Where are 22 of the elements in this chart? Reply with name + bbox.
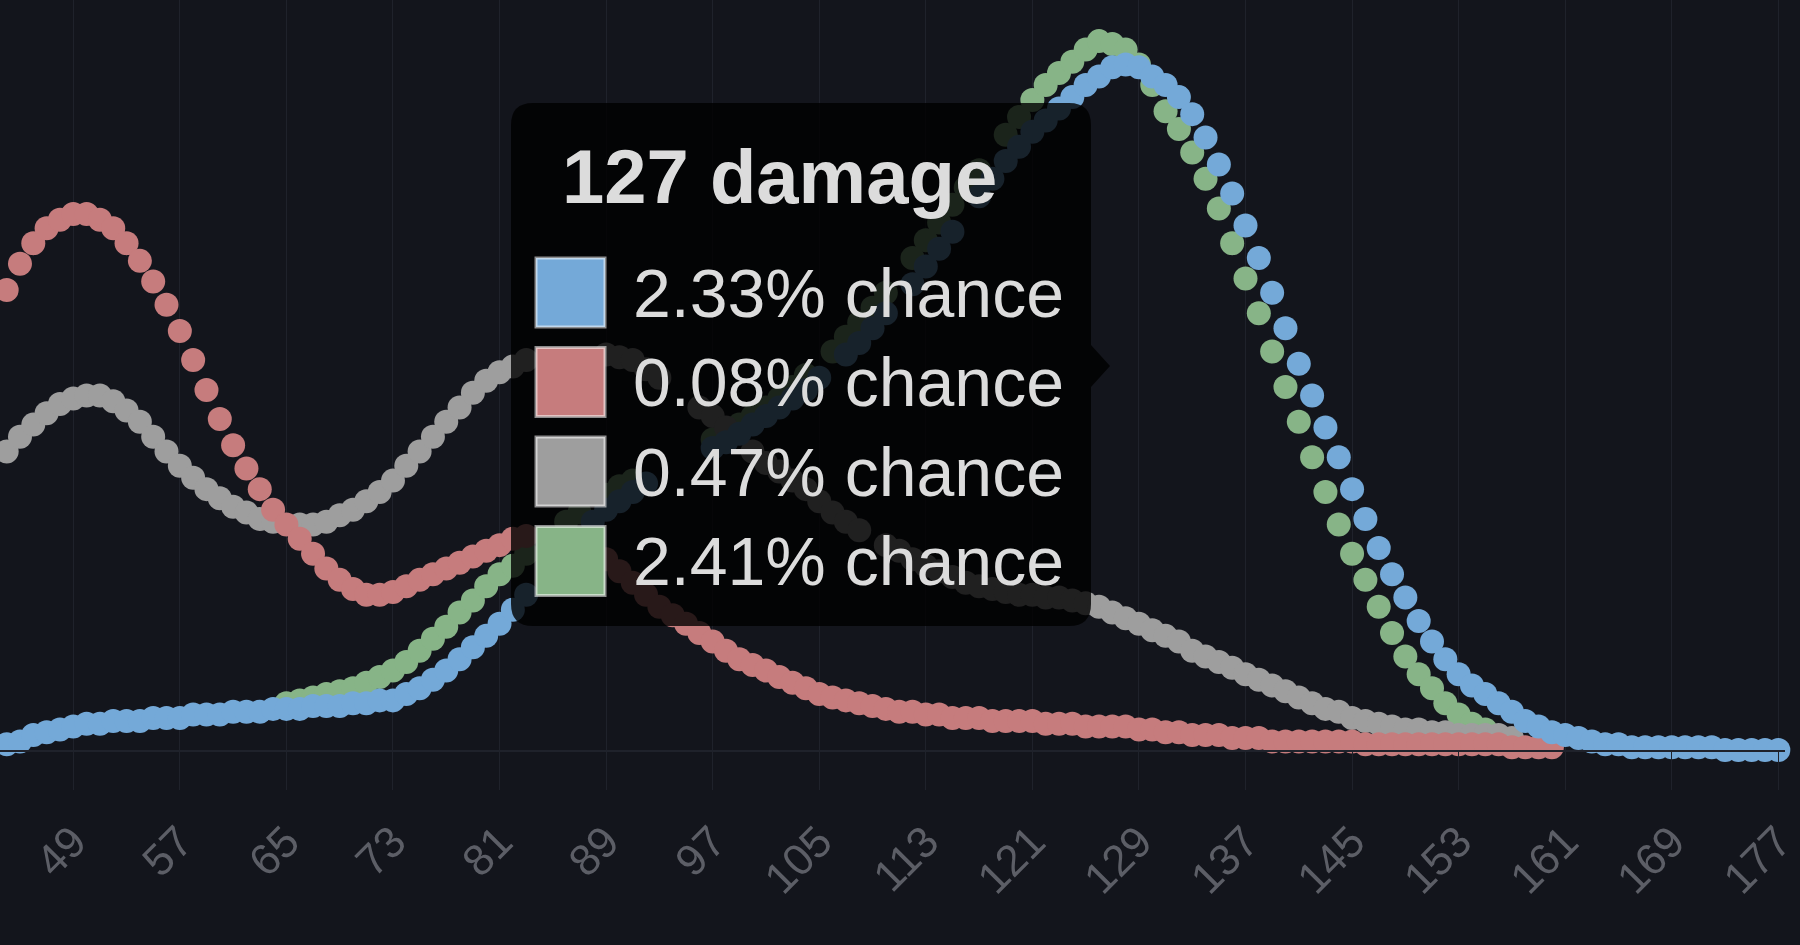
annotation: 0.47% chance bbox=[633, 434, 1064, 510]
x-tick-label: 89 bbox=[558, 816, 629, 886]
x-tick-label: 121 bbox=[967, 816, 1055, 903]
x-tick-label: 65 bbox=[239, 816, 309, 886]
x-tick-label: 97 bbox=[665, 816, 735, 886]
x-tick-label: 145 bbox=[1287, 816, 1374, 903]
x-tick-label: 73 bbox=[345, 816, 415, 886]
x-tick-label: 113 bbox=[863, 816, 948, 901]
x-tick-label: 57 bbox=[132, 816, 202, 886]
x-tick-label: 153 bbox=[1393, 816, 1481, 903]
x-tick-label: 129 bbox=[1074, 816, 1161, 903]
x-tick-label: 49 bbox=[25, 816, 96, 886]
x-tick-label: 137 bbox=[1180, 816, 1268, 903]
x-tick-label: 169 bbox=[1607, 816, 1694, 903]
x-tick-label: 177 bbox=[1713, 816, 1800, 903]
annotation: 0.08% chance bbox=[633, 344, 1064, 420]
annotation: 2.41% chance bbox=[633, 523, 1064, 599]
annotation: 127 damage bbox=[562, 134, 998, 219]
x-tick-label: 161 bbox=[1500, 816, 1588, 903]
x-tick-label: 81 bbox=[452, 816, 522, 886]
annotation: 2.33% chance bbox=[633, 255, 1064, 331]
x-tick-label: 105 bbox=[754, 816, 842, 903]
